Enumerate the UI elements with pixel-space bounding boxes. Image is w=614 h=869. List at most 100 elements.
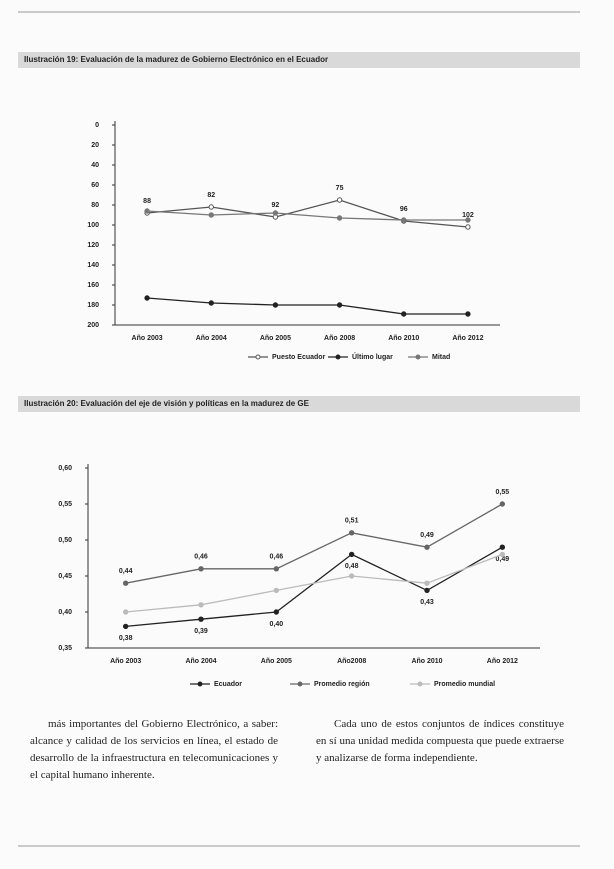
legend-label: Último lugar	[352, 352, 393, 361]
y-tick-label: 80	[91, 202, 99, 209]
x-tick-label: Año 2003	[110, 658, 141, 665]
y-tick-label: 160	[87, 282, 99, 289]
title-bar	[18, 396, 580, 412]
legend-marker	[297, 681, 303, 687]
marker	[122, 609, 129, 615]
data-label: 0,55	[496, 489, 510, 496]
legend-label: Promedio región	[314, 681, 370, 688]
data-label: 75	[336, 185, 344, 192]
y-tick-label: 40	[91, 162, 99, 169]
x-tick-label: Año 2008	[324, 335, 355, 342]
marker	[499, 501, 506, 507]
chart-title: Ilustración 19: Evaluación de la madurez…	[24, 55, 328, 64]
legend-marker	[415, 354, 421, 360]
data-label: 0,43	[420, 599, 434, 606]
data-label: 82	[207, 192, 215, 199]
series-line	[125, 546, 503, 628]
data-label: 0,40	[270, 621, 284, 628]
series-line	[125, 553, 503, 613]
y-tick-label: 0,50	[58, 537, 72, 544]
data-label: 88	[143, 198, 151, 205]
series-line	[147, 199, 468, 228]
y-tick-label: 120	[87, 242, 99, 249]
marker	[272, 210, 279, 216]
data-label: 0,49	[420, 532, 434, 539]
y-tick-label: 180	[87, 302, 99, 309]
x-tick-label: Año 2005	[260, 335, 291, 342]
data-label: 0,38	[119, 635, 133, 642]
y-tick-label: 0	[95, 122, 99, 129]
marker	[198, 616, 204, 622]
data-label: 0,44	[119, 568, 133, 575]
legend-marker	[255, 354, 261, 360]
marker	[122, 580, 129, 586]
marker	[272, 302, 279, 308]
legend-marker	[197, 681, 203, 687]
marker	[336, 215, 343, 221]
marker	[273, 566, 280, 572]
marker	[424, 544, 430, 550]
y-tick-label: 0,40	[58, 609, 72, 616]
legend-label: Mitad	[432, 354, 450, 361]
y-tick-label: 20	[91, 142, 99, 149]
marker	[273, 587, 280, 594]
title-bar	[18, 52, 580, 68]
marker	[122, 623, 129, 630]
y-tick-label: 0,60	[58, 465, 72, 472]
x-tick-label: Año 2012	[452, 335, 483, 342]
data-label: 0,46	[270, 554, 284, 561]
marker	[208, 300, 214, 306]
data-label: 0,51	[345, 518, 359, 525]
marker	[465, 311, 471, 317]
y-tick-label: 0,45	[58, 573, 72, 580]
data-label: 0,39	[194, 628, 208, 635]
series-line	[147, 210, 468, 221]
series-line	[147, 297, 468, 315]
marker	[198, 566, 204, 572]
series-line	[125, 503, 503, 584]
marker	[401, 311, 407, 317]
data-label: 0,49	[496, 556, 510, 563]
marker	[208, 204, 214, 210]
marker	[336, 197, 343, 203]
x-tick-label: Año 2005	[261, 658, 292, 665]
x-tick-label: Año2008	[337, 658, 366, 665]
legend-label: Promedio mundial	[434, 681, 495, 688]
y-tick-label: 60	[91, 182, 99, 189]
legend-marker	[417, 681, 423, 687]
data-label: 0,46	[194, 554, 208, 561]
y-tick-label: 100	[87, 222, 99, 229]
x-tick-label: Año 2003	[132, 335, 163, 342]
x-tick-label: Año 2012	[487, 658, 518, 665]
x-tick-label: Año 2010	[388, 335, 419, 342]
data-label: 96	[400, 206, 408, 213]
marker	[424, 587, 430, 594]
marker	[144, 295, 150, 301]
chart-title: Ilustración 20: Evaluación del eje de vi…	[24, 399, 310, 408]
legend-marker	[335, 354, 341, 360]
y-tick-label: 0,35	[58, 645, 72, 652]
y-tick-label: 140	[87, 262, 99, 269]
legend-label: Ecuador	[214, 681, 242, 688]
legend-label: Puesto Ecuador	[272, 354, 326, 361]
y-tick-label: 0,55	[58, 501, 72, 508]
marker	[336, 302, 343, 308]
marker	[499, 544, 506, 550]
marker	[401, 217, 407, 223]
paragraph: Cada uno de estos conjuntos de índices c…	[316, 718, 564, 764]
marker	[348, 551, 355, 558]
y-tick-label: 200	[87, 322, 99, 329]
x-tick-label: Año 2004	[196, 335, 227, 342]
marker	[208, 212, 214, 218]
marker	[348, 573, 355, 579]
x-tick-label: Año 2004	[185, 658, 216, 665]
marker	[348, 530, 355, 536]
x-tick-label: Año 2010	[411, 658, 442, 665]
paragraph: más importantes del Gobierno Electrónico…	[30, 718, 278, 781]
marker	[144, 208, 150, 214]
marker	[465, 217, 471, 223]
marker	[499, 551, 506, 558]
data-label: 102	[462, 212, 474, 219]
